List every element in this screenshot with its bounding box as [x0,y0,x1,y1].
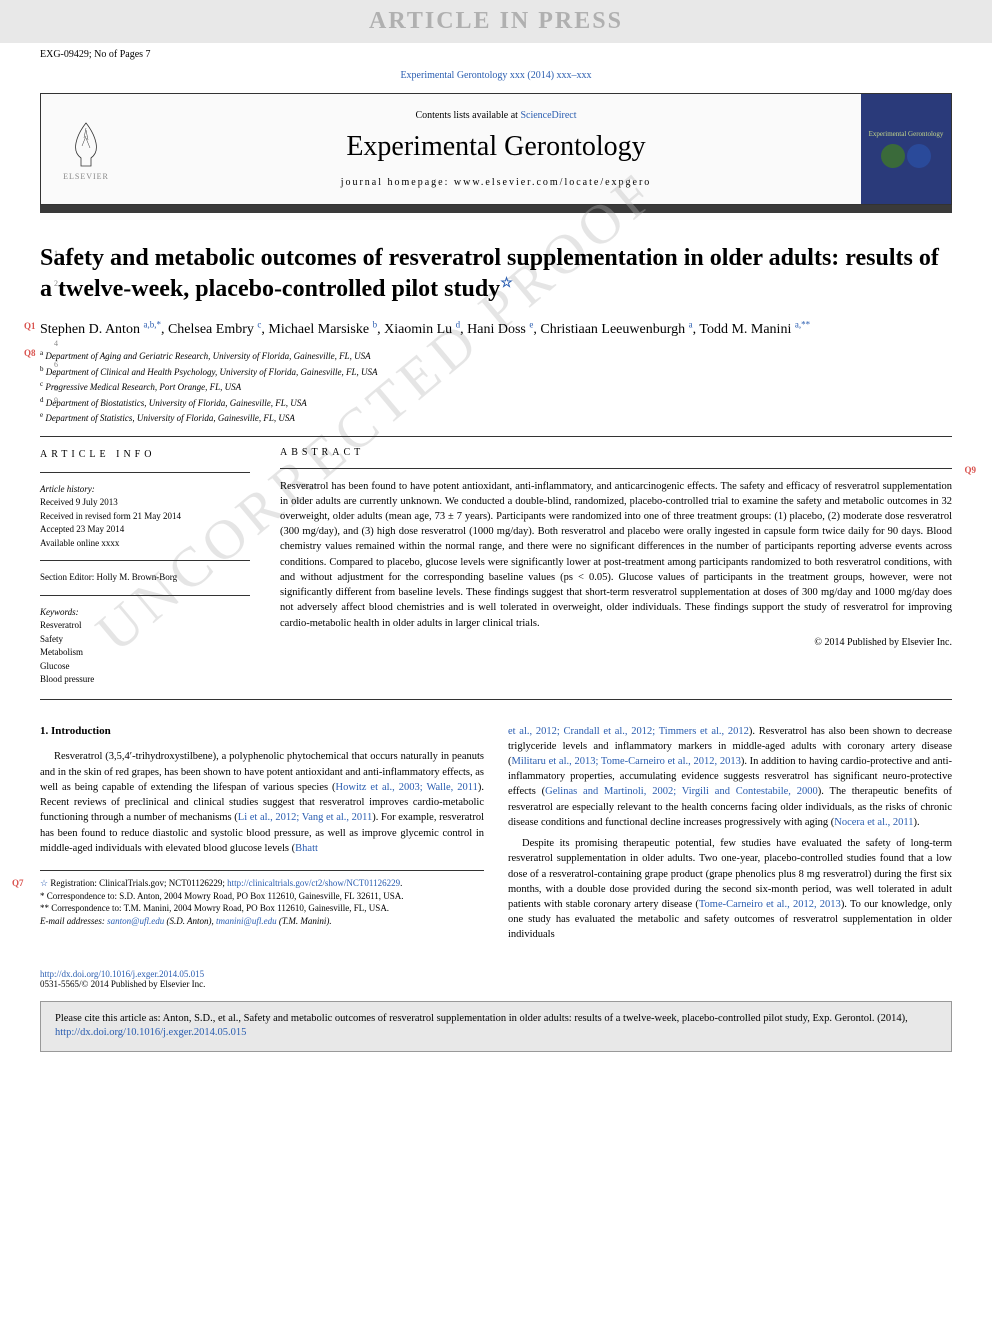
intro-paragraph: et al., 2012; Crandall et al., 2012; Tim… [508,724,952,831]
article-title: Safety and metabolic outcomes of resvera… [40,243,952,305]
section-heading-introduction: 1. Introduction [40,724,484,740]
doi-block: http://dx.doi.org/10.1016/j.exger.2014.0… [40,969,952,989]
article-in-press-banner: ARTICLE IN PRESS [0,0,992,43]
keywords-label: Keywords: [40,606,250,620]
article-history-label: Article history: [40,483,250,497]
elsevier-label: ELSEVIER [63,172,109,181]
history-item: Received in revised form 21 May 2014 [40,510,250,524]
cover-title: Experimental Gerontology [869,130,944,138]
affiliation: d Department of Biostatistics, Universit… [40,395,952,411]
query-marker-q1: Q1 [24,321,36,331]
history-item: Accepted 23 May 2014 [40,523,250,537]
cite-doi-link[interactable]: http://dx.doi.org/10.1016/j.exger.2014.0… [55,1027,246,1038]
citation-link[interactable]: Nocera et al., 2011 [834,817,913,828]
history-item: Available online xxxx [40,537,250,551]
clinicaltrials-link[interactable]: http://clinicaltrials.gov/ct2/show/NCT01… [227,878,400,888]
intro-paragraph: Resveratrol (3,5,4′-trihydroxystilbene),… [40,749,484,856]
issn-copyright: 0531-5565/© 2014 Published by Elsevier I… [40,979,205,989]
journal-reference: Experimental Gerontology xxx (2014) xxx–… [0,66,992,93]
history-item: Received 9 July 2013 [40,496,250,510]
keyword: Blood pressure [40,673,250,687]
citation-link[interactable]: Tome-Carneiro et al., 2012, 2013 [699,899,841,910]
doi-link[interactable]: http://dx.doi.org/10.1016/j.exger.2014.0… [40,969,204,979]
cover-image-2 [907,144,931,168]
article-info-heading: ARTICLE INFO [40,447,250,462]
elsevier-logo: ELSEVIER [41,94,131,204]
abstract-text: Resveratrol has been found to have poten… [280,479,952,631]
keyword: Safety [40,633,250,647]
affiliation: b Department of Clinical and Health Psyc… [40,364,952,380]
intro-paragraph: Despite its promising therapeutic potent… [508,836,952,943]
keyword: Glucose [40,660,250,674]
footnotes: Q7 ☆ Registration: ClinicalTrials.gov; N… [40,870,484,927]
footnote-star-icon: ☆ [40,878,48,888]
sciencedirect-link[interactable]: ScienceDirect [520,110,576,121]
double-asterisk-icon: ** [40,903,49,913]
query-marker-q8: Q8 [24,348,36,358]
affiliation: c Progressive Medical Research, Port Ora… [40,379,952,395]
journal-name: Experimental Gerontology [141,131,851,163]
email-link[interactable]: tmanini@ufl.edu [216,916,277,926]
abstract-copyright: © 2014 Published by Elsevier Inc. [280,637,952,648]
abstract-divider [40,699,952,700]
abstract-heading: ABSTRACT [280,447,952,458]
affiliation: e Department of Statistics, University o… [40,410,952,426]
title-footnote-star-icon: ☆ [500,276,513,291]
keyword: Metabolism [40,646,250,660]
elsevier-tree-icon [66,118,106,168]
citation-link[interactable]: Militaru et al., 2013; Tome-Carneiro et … [512,756,741,767]
journal-homepage: journal homepage: www.elsevier.com/locat… [141,177,851,188]
citation-link[interactable]: Gelinas and Martinoli, 2002; Virgili and… [545,786,818,797]
citation-link[interactable]: Bhatt [295,843,318,854]
cover-image-1 [881,144,905,168]
article-info-column: ARTICLE INFO Article history: Received 9… [40,447,250,687]
email-link[interactable]: santon@ufl.edu [107,916,164,926]
citation-link[interactable]: et al., 2012; Crandall et al., 2012; Tim… [508,726,749,737]
article-id: EXG-09429; No of Pages 7 [40,49,151,60]
affiliation: a Department of Aging and Geriatric Rese… [40,348,952,364]
contents-line: Contents lists available at ScienceDirec… [141,110,851,121]
section-editor: Section Editor: Holly M. Brown-Borg [40,571,250,585]
author-list: Stephen D. Anton a,b,*, Chelsea Embry c,… [40,319,952,338]
abstract-column: ABSTRACT Resveratrol has been found to h… [280,447,952,687]
keyword: Resveratrol [40,619,250,633]
section-divider [40,436,952,437]
line-number: 4 [54,339,58,348]
body-column-right: et al., 2012; Crandall et al., 2012; Tim… [508,724,952,949]
citation-link[interactable]: Li et al., 2012; Vang et al., 2011 [238,812,373,823]
citation-link[interactable]: Howitz et al., 2003; Walle, 2011 [336,782,478,793]
query-marker-q9: Q9 [964,465,976,475]
query-marker-q7: Q7 [12,877,24,890]
journal-cover-thumbnail: Experimental Gerontology [861,94,951,204]
citation-box: Please cite this article as: Anton, S.D.… [40,1001,952,1052]
journal-masthead: ELSEVIER Contents lists available at Sci… [40,93,952,205]
body-column-left: 1. Introduction Resveratrol (3,5,4′-trih… [40,724,484,949]
masthead-divider [40,205,952,213]
asterisk-icon: * [40,891,45,901]
affiliations: a Department of Aging and Geriatric Rese… [40,348,952,426]
